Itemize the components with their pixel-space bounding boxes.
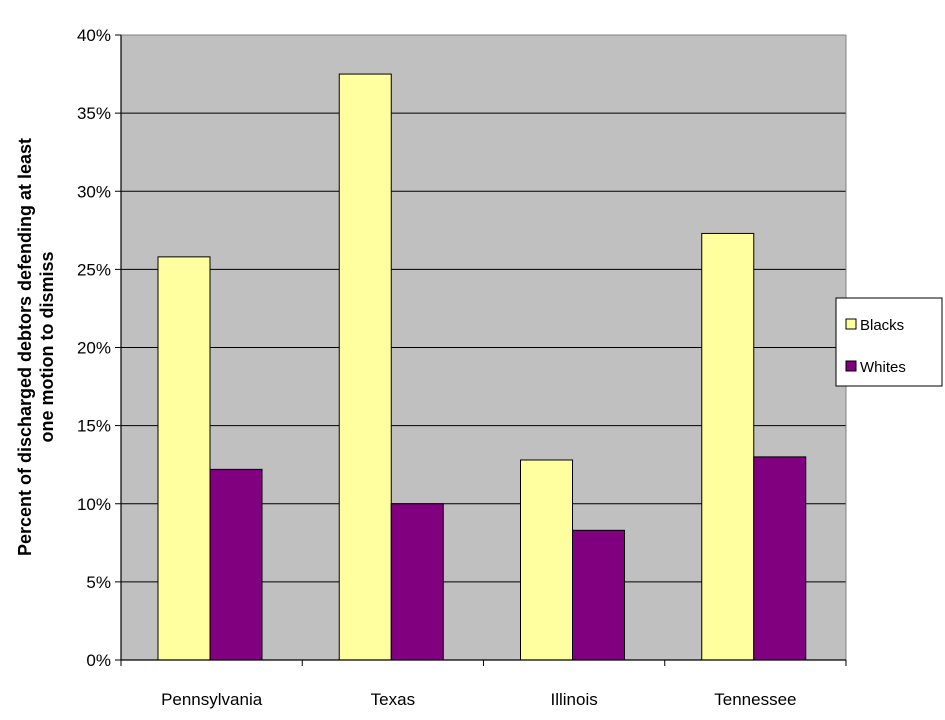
x-tick-label: Tennessee [714,690,796,709]
plot-area [121,34,847,661]
legend-label-whites: Whites [860,359,906,376]
y-tick-label: 35% [77,104,111,123]
legend-label-blacks: Blacks [860,317,904,334]
bar-blacks-texas [338,73,392,661]
y-axis-label: Percent of discharged debtors defending … [15,138,57,556]
bar-whites-illinois [572,529,625,661]
legend-swatch-blacks [845,318,857,330]
bar-whites-pennsylvania [209,468,263,661]
legend: Blacks Whites [835,297,943,387]
bar-blacks-illinois [520,459,573,661]
bar-whites-tennessee [753,456,807,661]
y-tick-label: 0% [86,651,111,670]
bar-whites-texas [390,503,444,661]
y-tick-label: 25% [77,260,111,279]
y-tick-label: 20% [77,339,111,358]
bar-blacks-pennsylvania [157,256,211,661]
bar-blacks-tennessee [701,232,755,661]
y-tick-label: 40% [77,26,111,45]
y-tick-label: 5% [86,573,111,592]
x-tick-label: Pennsylvania [161,690,263,709]
legend-swatch-whites [845,360,857,372]
y-tick-label: 15% [77,417,111,436]
x-tick-label: Illinois [551,690,598,709]
y-axis-label-line-1: Percent of discharged debtors defending … [15,138,35,556]
y-axis-label-line-2: one motion to dismiss [37,251,57,442]
y-axis: 0% 5% 10% 15% 20% 25% 30% 35% 40% [77,26,122,670]
y-tick-label: 30% [77,182,111,201]
x-tick-label: Texas [371,690,415,709]
y-tick-label: 10% [77,495,111,514]
x-axis: Pennsylvania Texas Illinois Tennessee [120,659,847,709]
